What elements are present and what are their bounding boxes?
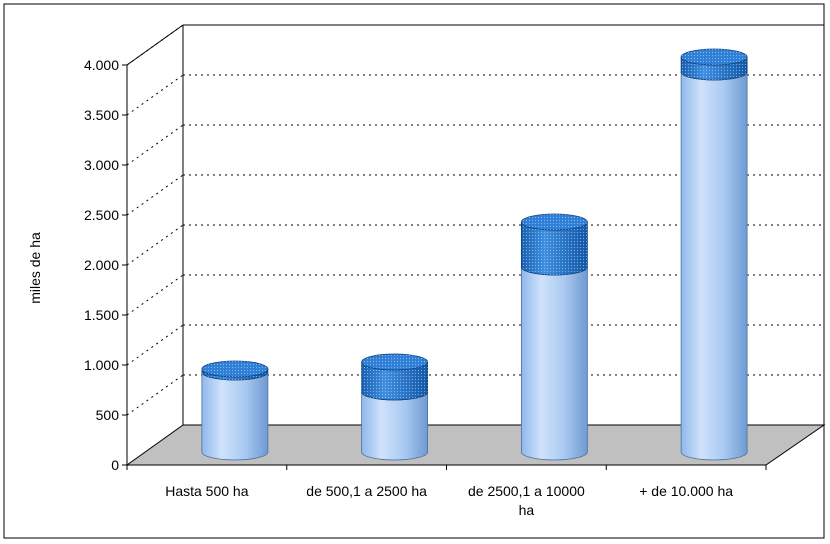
side-wall-top-edge [126,24,184,66]
y-tick-label: 500 [96,407,120,423]
y-tick-label: 3.000 [84,157,119,173]
y-tick-label: 4.000 [84,57,119,73]
cylinder-body [201,371,269,461]
x-category-label: de 500,1 a 2500 ha [306,483,427,499]
y-tick-label: 1.000 [84,357,119,373]
y-tick-label: 2.500 [84,207,119,223]
cylinder-cap-texture [201,369,268,380]
y-tick-label: 2.000 [84,257,119,273]
y-tick-label: 0 [111,457,119,473]
x-category-label: de 2500,1 a 10000 [468,483,585,499]
y-tick-label: 1.500 [84,307,119,323]
x-axis-categories: Hasta 500 ha de 500,1 a 2500 ha de 2500,1 … [126,465,767,518]
cylinder-top-texture [361,354,428,370]
y-tick-label: 3.500 [84,107,119,123]
cylinder-cap-texture [681,57,748,80]
y-axis-label: miles de ha [27,232,43,304]
x-category-label: ha [519,502,535,518]
cylinder-body [680,71,748,461]
cylinder-top-texture [681,49,748,65]
x-category-label: + de 10.000 ha [639,483,733,499]
y-axis-ticks: 0 500 1.000 1.500 2.000 2.500 3.000 3.500 4.000 [84,57,127,473]
cylinder-body [520,266,588,461]
cylinder-cap-texture [521,222,588,275]
x-category-label: Hasta 500 ha [165,483,248,499]
cylinders [201,48,748,461]
cylinder-top-texture [521,214,588,230]
cylinder-top-texture [201,361,268,377]
cylinder-body [361,391,429,461]
cylinder-cap-texture [361,362,428,400]
